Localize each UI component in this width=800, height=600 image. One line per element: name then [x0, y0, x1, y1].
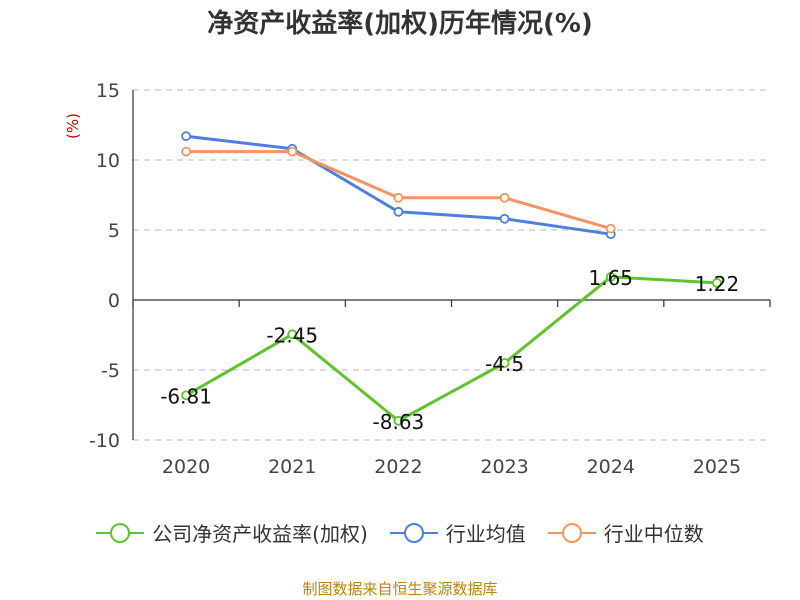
x-tick-label: 2025 — [693, 456, 741, 478]
y-axis-label: (%) — [64, 113, 82, 139]
data-point — [499, 358, 510, 368]
data-label: -4.5 — [485, 352, 524, 376]
data-point — [499, 192, 510, 203]
legend-item[interactable]: 公司净资产收益率(加权) — [96, 518, 368, 547]
data-point — [499, 213, 510, 224]
legend-label: 公司净资产收益率(加权) — [152, 522, 368, 546]
data-label: -8.63 — [373, 410, 425, 434]
x-tick-label: 2020 — [162, 456, 210, 478]
data-label: -6.81 — [160, 384, 212, 408]
data-point — [181, 390, 191, 401]
gridlines — [133, 89, 770, 441]
x-tick-label: 2023 — [480, 456, 528, 478]
data-point — [287, 329, 298, 340]
data-label: 1.65 — [588, 266, 633, 290]
y-tick-label: -5 — [101, 360, 120, 382]
legend-item[interactable]: 行业均值 — [389, 518, 526, 547]
legend-marker-icon — [389, 522, 438, 543]
data-point — [712, 278, 722, 288]
y-tick-label: 5 — [108, 220, 120, 242]
legend-marker-icon — [547, 522, 596, 543]
data-point — [181, 146, 191, 157]
legend-label: 行业均值 — [445, 522, 526, 546]
data-point — [393, 192, 404, 203]
data-point — [605, 223, 616, 234]
data-point — [287, 146, 298, 157]
legend: 公司净资产收益率(加权) 行业均值 行业中位数 — [0, 518, 800, 547]
data-point — [605, 271, 616, 282]
data-label: 1.22 — [695, 272, 740, 296]
y-tick-label: 15 — [96, 80, 120, 102]
x-tick-label: 2021 — [268, 456, 316, 478]
legend-label: 行业中位数 — [603, 522, 704, 546]
series-lines — [181, 131, 722, 426]
y-tick-label: 0 — [108, 290, 120, 312]
y-tick-label: 10 — [96, 150, 120, 172]
series-line — [186, 150, 612, 231]
data-label: -2.45 — [266, 323, 318, 347]
legend-item[interactable]: 行业中位数 — [547, 518, 704, 547]
y-tick-label: -10 — [89, 430, 120, 452]
data-point — [181, 131, 191, 142]
legend-marker-icon — [96, 522, 145, 543]
axes: 15 10 5 0 -5 -10 2020 2021 2022 2023 2024 2025 (%) — [64, 80, 771, 478]
data-labels: -6.81 -2.45 -8.63 -4.5 1.65 1.22 — [160, 266, 739, 434]
x-tick-label: 2022 — [374, 456, 422, 478]
x-tick-label: 2024 — [587, 456, 635, 478]
data-point — [393, 206, 404, 217]
chart-title: 净资产收益率(加权)历年情况(%) — [207, 9, 593, 39]
series-line — [185, 275, 718, 423]
data-point — [393, 415, 404, 426]
source-note: 制图数据来自恒生聚源数据库 — [302, 580, 498, 598]
